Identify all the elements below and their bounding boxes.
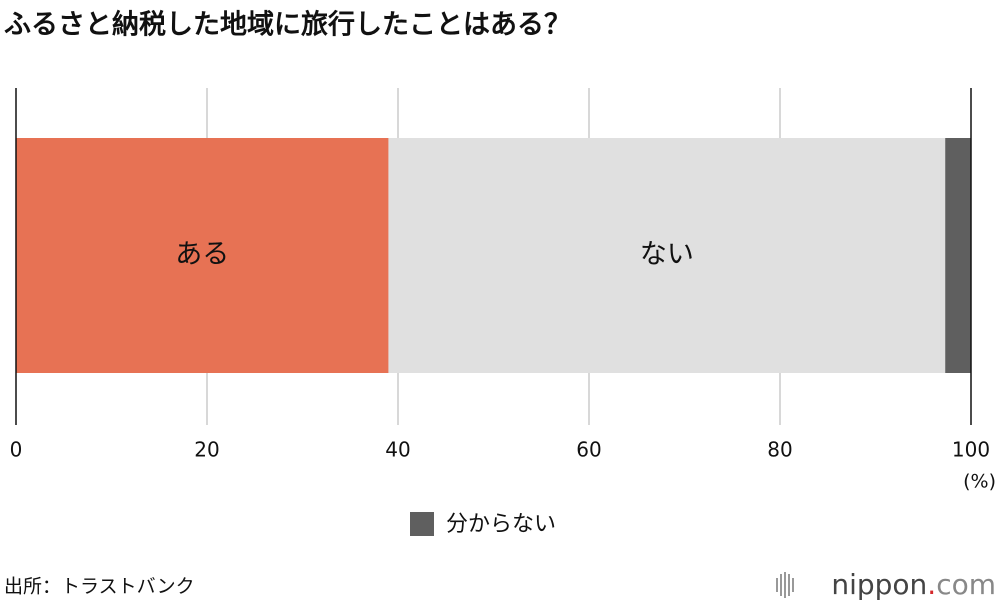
x-tick-label: 100 xyxy=(952,438,990,462)
bar-segment xyxy=(945,138,971,373)
logo-text: nippon.com xyxy=(831,568,996,601)
chart-title: ふるさと納税した地域に旅行したことはある？ xyxy=(4,9,571,41)
segment-label: ある xyxy=(175,239,229,270)
source: 出所：トラストバンク xyxy=(4,576,195,598)
x-tick-label: 80 xyxy=(767,438,792,462)
segment-label: ない xyxy=(640,239,694,270)
logo-mark xyxy=(776,572,794,598)
bar-segment xyxy=(16,138,389,373)
logo-part: . xyxy=(927,568,936,601)
bar-segment xyxy=(388,138,946,373)
x-tick-label: 0 xyxy=(10,438,23,462)
legend-label: 分からない xyxy=(446,512,556,537)
logo-part: nippon xyxy=(831,568,927,601)
x-unit: (%) xyxy=(963,471,996,493)
x-tick-label: 40 xyxy=(385,438,410,462)
logo: nippon.com xyxy=(776,568,996,601)
logo-part: com xyxy=(936,568,996,601)
x-tick-label: 60 xyxy=(576,438,601,462)
legend-swatch xyxy=(410,512,434,536)
x-tick-label: 20 xyxy=(194,438,219,462)
